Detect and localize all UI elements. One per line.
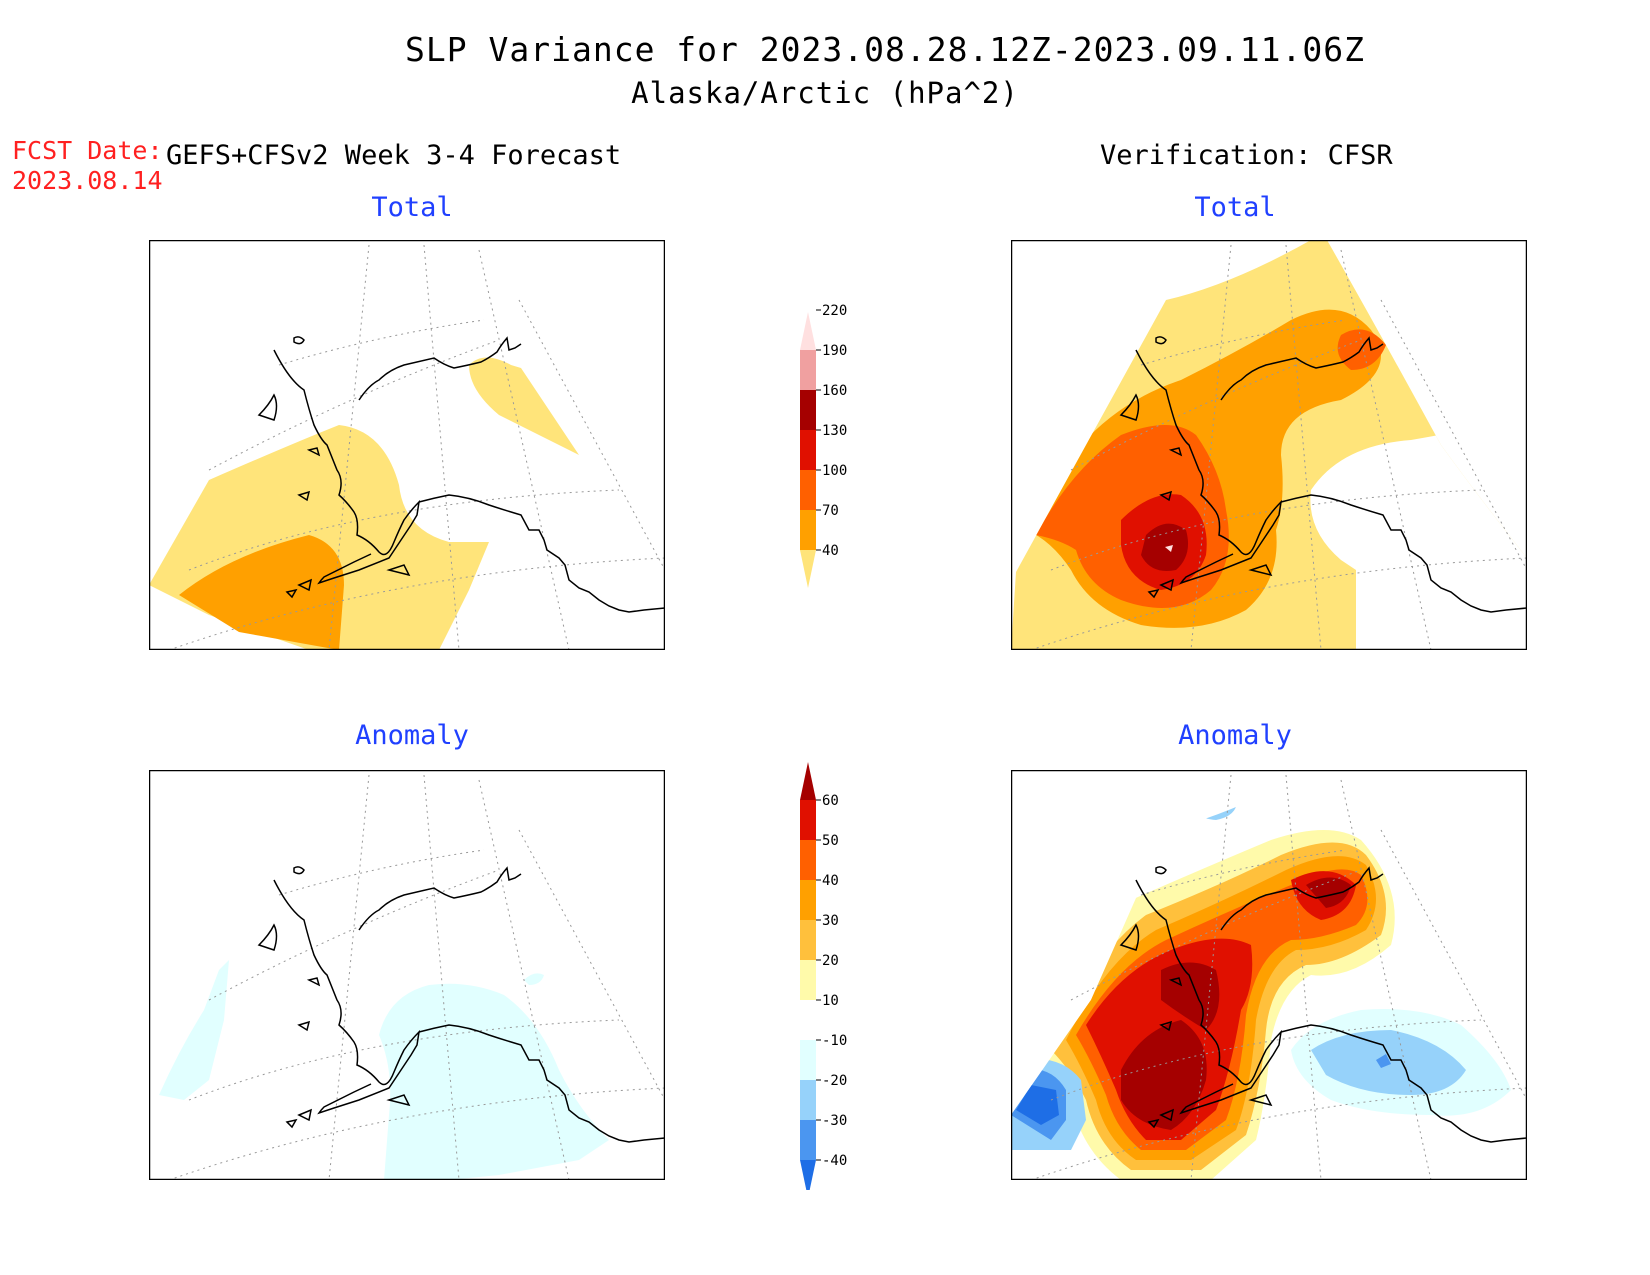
verif-total-shade-190 bbox=[1165, 545, 1173, 552]
verif-anomaly-shade-60 bbox=[1121, 1020, 1207, 1130]
fcst-date-value: 2023.08.14 bbox=[12, 166, 163, 195]
colorbar-tick-label: 160 bbox=[822, 383, 847, 399]
fcst-total-map bbox=[149, 240, 665, 650]
fcst-total-title: Total bbox=[371, 192, 453, 223]
colorbar-tick-label: 20 bbox=[822, 953, 839, 969]
fcst-anomaly-graticule bbox=[168, 774, 665, 1180]
verif-anomaly-shade-neg20-north bbox=[1191, 791, 1237, 820]
colorbar-tick-label: -20 bbox=[822, 1073, 847, 1089]
fcst-anomaly-frame bbox=[149, 770, 665, 1180]
verif-anomaly-shade-neg30-east bbox=[1376, 1054, 1391, 1068]
fcst-total-shade-40-north bbox=[469, 357, 579, 455]
verif-total-graticule bbox=[1030, 244, 1527, 650]
colorbar-tick-label: 40 bbox=[822, 873, 839, 889]
colorbar-cap-low bbox=[800, 550, 816, 588]
colorbar-box bbox=[800, 960, 816, 1000]
verif-total-coastline bbox=[1119, 336, 1527, 613]
colorbar-tick-label: 50 bbox=[822, 833, 839, 849]
colorbar-cap-high bbox=[800, 312, 816, 350]
colorbar-tick-label: 130 bbox=[822, 423, 847, 439]
verif-anomaly-shade-neg40-west bbox=[1016, 1085, 1059, 1125]
forecast-column-heading: GEFS+CFSv2 Week 3-4 Forecast bbox=[166, 140, 622, 171]
colorbar-box bbox=[800, 840, 816, 880]
fcst-total-shade-70 bbox=[179, 535, 344, 650]
colorbar-tick-label: 30 bbox=[822, 913, 839, 929]
colorbar-box bbox=[800, 510, 816, 550]
verif-anomaly-title: Anomaly bbox=[1178, 720, 1292, 751]
colorbar-tick-label: 10 bbox=[822, 993, 839, 1009]
verif-total-shade-100-north bbox=[1337, 329, 1386, 370]
colorbar-box bbox=[800, 1040, 816, 1080]
verif-total-frame bbox=[1011, 240, 1527, 650]
fcst-anomaly-map bbox=[149, 770, 665, 1180]
colorbar-tick-label: 100 bbox=[822, 463, 847, 479]
colorbar-tick-label: -10 bbox=[822, 1033, 847, 1049]
colorbar-box bbox=[800, 1080, 816, 1120]
figure-title: SLP Variance for 2023.08.28.12Z-2023.09.… bbox=[405, 30, 1365, 69]
verif-anomaly-map bbox=[1011, 770, 1527, 1180]
fcst-total-graticule bbox=[168, 244, 665, 650]
colorbar-cap-high bbox=[800, 762, 816, 800]
fcst-total-frame bbox=[149, 240, 665, 650]
verif-total-shade-160 bbox=[1141, 523, 1189, 571]
verif-anomaly-frame bbox=[1011, 770, 1527, 1180]
colorbar-tick-label: 190 bbox=[822, 343, 847, 359]
verif-anomaly-coastline bbox=[1119, 866, 1527, 1143]
fcst-anomaly-coastline bbox=[257, 866, 665, 1143]
colorbar-tick-label: 60 bbox=[822, 793, 839, 809]
colorbar-box bbox=[800, 880, 816, 920]
colorbar-cap-low bbox=[800, 1160, 816, 1190]
fcst-date-label: FCST Date: bbox=[12, 136, 163, 165]
verif-total-map bbox=[1011, 240, 1527, 650]
colorbar-box bbox=[800, 390, 816, 430]
fcst-anomaly-shade-neg10-west bbox=[159, 960, 229, 1100]
colorbar-tick-label: -30 bbox=[822, 1113, 847, 1129]
colorbar-tick-label: 220 bbox=[822, 303, 847, 319]
colorbar-tick-label: 70 bbox=[822, 503, 839, 519]
fcst-total-coastline bbox=[257, 336, 665, 613]
figure-subtitle: Alaska/Arctic (hPa^2) bbox=[631, 76, 1019, 110]
verif-anomaly-graticule bbox=[1030, 774, 1527, 1180]
colorbar-box bbox=[800, 1120, 816, 1160]
verification-column-heading: Verification: CFSR bbox=[1100, 140, 1393, 171]
colorbar-box bbox=[800, 350, 816, 390]
fcst-anomaly-title: Anomaly bbox=[355, 720, 469, 751]
colorbar-box bbox=[800, 430, 816, 470]
colorbar-box bbox=[800, 800, 816, 840]
verif-total-title: Total bbox=[1194, 192, 1276, 223]
colorbar-box bbox=[800, 470, 816, 510]
colorbar-box bbox=[800, 920, 816, 960]
colorbar-box bbox=[800, 1000, 816, 1040]
total-colorbar: 40 70 100 130 160 190 220 bbox=[800, 303, 847, 588]
fcst-anomaly-shade-neg10 bbox=[379, 983, 609, 1180]
verif-anomaly-shade-60-ne bbox=[1306, 877, 1351, 908]
colorbar-tick-label: -40 bbox=[822, 1153, 847, 1169]
anomaly-colorbar: -40 -30 -20 -10 10 20 30 40 50 60 bbox=[800, 762, 847, 1190]
colorbar-tick-label: 40 bbox=[822, 543, 839, 559]
fcst-anomaly-shade-neg10-east bbox=[524, 973, 544, 985]
